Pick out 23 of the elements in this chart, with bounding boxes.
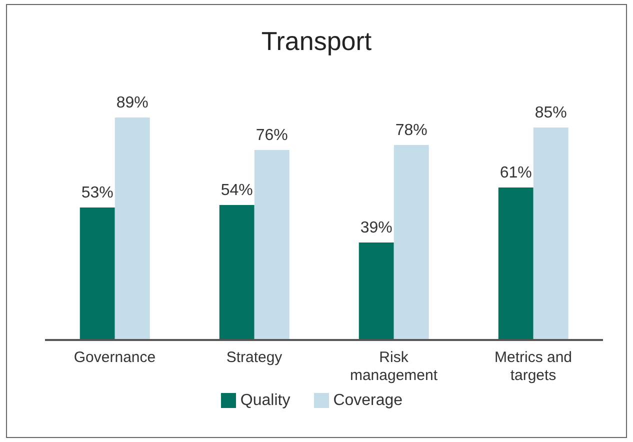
bar	[394, 145, 429, 340]
bar	[498, 188, 534, 340]
data-label: 61%	[500, 164, 532, 182]
data-label: 78%	[395, 122, 428, 139]
data-label: 53%	[81, 184, 114, 202]
x-tick-label: Metrics and targets	[494, 349, 572, 384]
x-tick-label: Governance	[74, 349, 156, 366]
bar	[219, 205, 254, 340]
data-label: 39%	[360, 220, 392, 236]
bar	[114, 118, 150, 340]
bar	[254, 150, 290, 340]
bar	[80, 208, 115, 340]
data-label: 76%	[256, 127, 288, 144]
bar	[533, 128, 568, 340]
legend-label: Coverage	[333, 392, 403, 409]
bar	[358, 242, 394, 340]
data-label: 85%	[534, 104, 567, 122]
x-tick-label: Strategy	[226, 349, 283, 366]
data-label: 89%	[116, 94, 148, 112]
data-label: 54%	[220, 182, 253, 199]
x-tick-label: Risk management	[350, 349, 438, 384]
legend-label: Quality	[240, 392, 290, 409]
chart-title: Transport	[260, 26, 373, 57]
